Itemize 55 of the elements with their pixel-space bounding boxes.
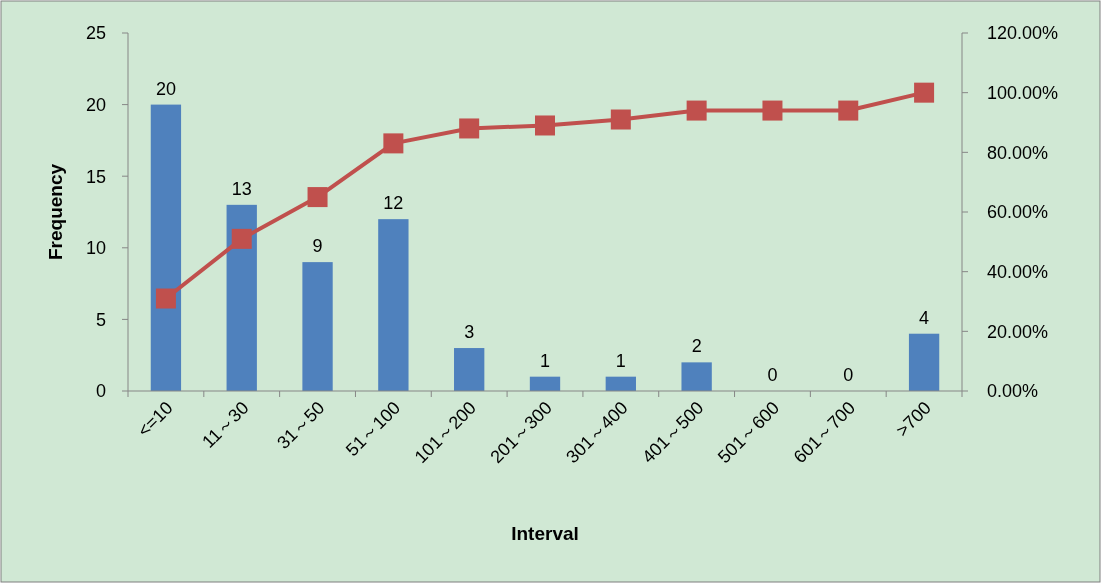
y-tick-label: 0	[95, 381, 106, 402]
y2-tick-label: 40.00%	[987, 261, 1049, 282]
data-label: 3	[464, 322, 475, 343]
y-tick-label: 5	[95, 309, 106, 330]
x-axis-title: Interval	[511, 523, 579, 544]
x-tick-label: 601～700	[789, 397, 860, 468]
point	[459, 118, 480, 139]
y2-tick-label: 0.00%	[987, 381, 1039, 402]
bar	[302, 262, 333, 391]
y2-tick-label: 120.00%	[987, 23, 1059, 44]
x-tick-label: 11～30	[198, 397, 253, 452]
x-tick-label: 401～500	[638, 397, 708, 468]
y-tick-label: 25	[85, 23, 106, 44]
point	[610, 109, 631, 130]
y2-tick-label: 60.00%	[987, 202, 1049, 223]
bar	[378, 219, 409, 391]
x-tick-label: 31～50	[273, 397, 329, 453]
x-tick-label: 101～200	[410, 397, 481, 468]
y-tick-label: 20	[85, 94, 106, 115]
y-tick-label: 10	[85, 238, 106, 259]
x-tick-label: 51～100	[341, 397, 405, 460]
x-tick-label: 301～400	[562, 397, 632, 468]
bar	[529, 376, 561, 391]
data-label: 2	[691, 336, 702, 357]
data-label: 4	[919, 307, 930, 328]
bar	[605, 376, 636, 391]
point	[838, 100, 859, 121]
bar	[226, 204, 257, 391]
y2-tick-label: 100.00%	[987, 82, 1059, 103]
y2-tick-label: 20.00%	[987, 321, 1049, 342]
data-label: 0	[767, 365, 778, 385]
point	[914, 82, 935, 103]
y-tick-label: 15	[85, 166, 106, 187]
bar	[908, 333, 940, 391]
point	[231, 228, 252, 249]
data-label: 20	[155, 78, 176, 99]
y2-tick-label: 80.00%	[987, 142, 1049, 163]
bar	[150, 104, 182, 391]
point	[155, 288, 176, 309]
data-label: 12	[383, 193, 404, 214]
point	[307, 187, 328, 208]
x-tick-label: 501～600	[713, 397, 784, 468]
data-label: 0	[843, 365, 854, 385]
point	[535, 115, 555, 136]
data-label: 13	[231, 178, 252, 199]
y-axis-title: Frequency	[45, 163, 66, 261]
point	[762, 100, 783, 121]
bar	[681, 362, 712, 391]
data-label: 9	[312, 236, 323, 257]
data-label: 1	[615, 350, 626, 371]
data-label: 1	[539, 350, 551, 371]
x-tick-label: 201～300	[486, 397, 556, 468]
point	[686, 100, 707, 121]
bar	[454, 348, 485, 391]
point	[383, 133, 404, 154]
